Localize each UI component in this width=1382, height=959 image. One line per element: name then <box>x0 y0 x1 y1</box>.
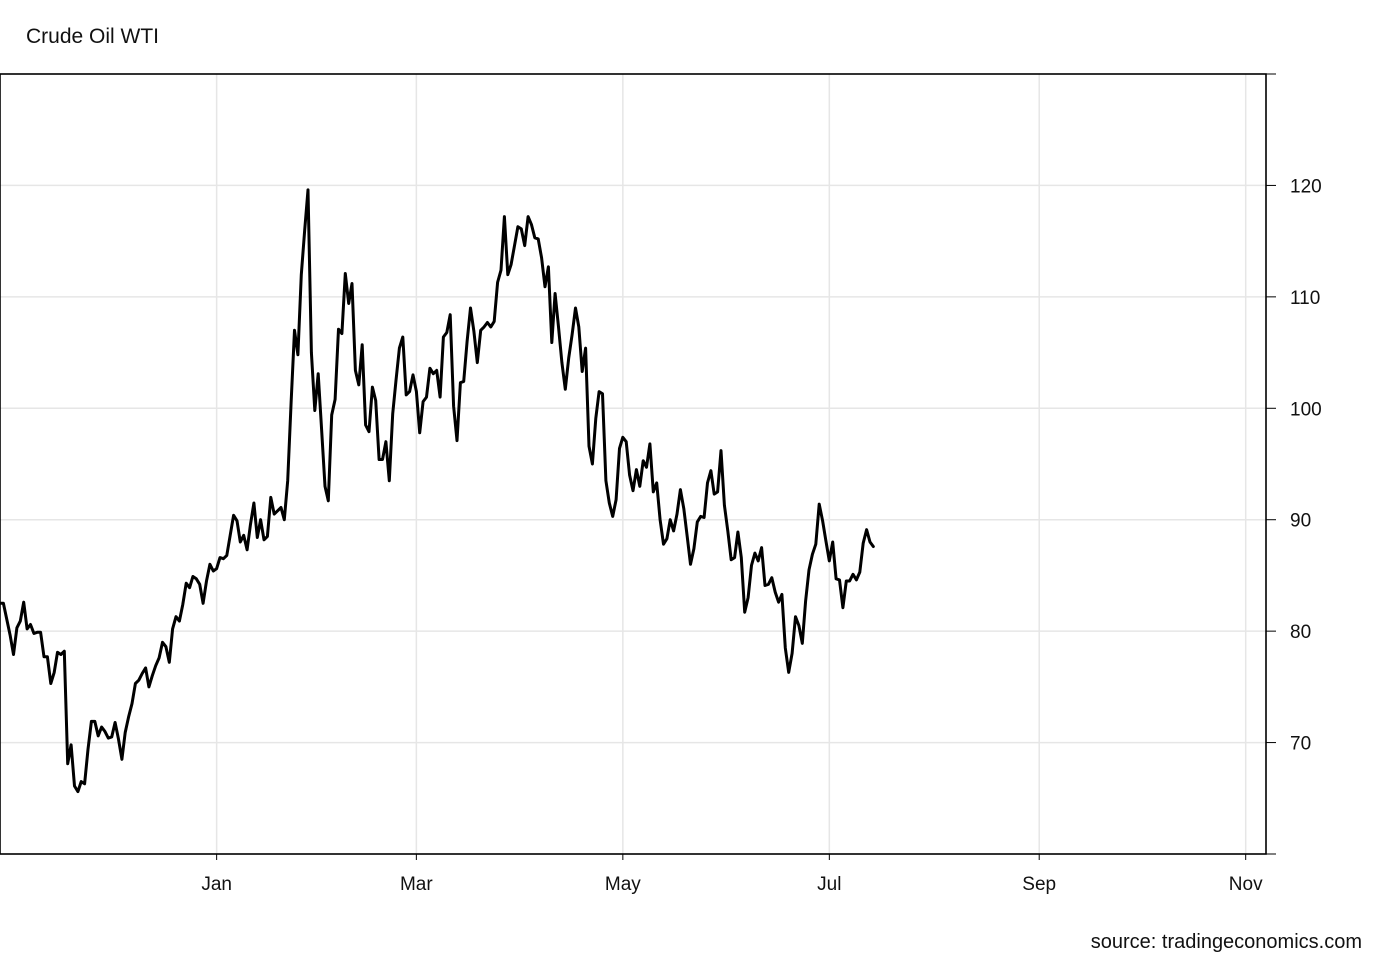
x-tick-label: May <box>605 874 641 895</box>
source-label: source: tradingeconomics.com <box>1090 931 1362 953</box>
series-layer <box>0 188 875 794</box>
y-tick-label: 80 <box>1290 622 1311 643</box>
series-line <box>0 188 875 794</box>
y-tick-label: 110 <box>1290 288 1320 309</box>
plot-frame <box>0 73 1267 855</box>
x-tick-label: Mar <box>400 874 433 895</box>
y-axis: 70 80 90 100 110 120 <box>1266 73 1322 855</box>
chart-title: Crude Oil WTI <box>26 25 160 48</box>
y-tick-label: 70 <box>1290 734 1311 755</box>
y-tick-label: 100 <box>1290 399 1322 420</box>
x-tick-label: Jul <box>817 874 841 895</box>
y-tick-label: 120 <box>1290 176 1322 197</box>
x-axis: Jan Mar May Jul Sep Nov <box>201 854 1263 895</box>
x-tick-label: Sep <box>1022 874 1056 895</box>
grid-lines <box>0 74 1266 854</box>
x-tick-label: Jan <box>201 874 232 895</box>
y-tick-label: 90 <box>1290 511 1311 532</box>
x-tick-label: Nov <box>1229 874 1263 895</box>
